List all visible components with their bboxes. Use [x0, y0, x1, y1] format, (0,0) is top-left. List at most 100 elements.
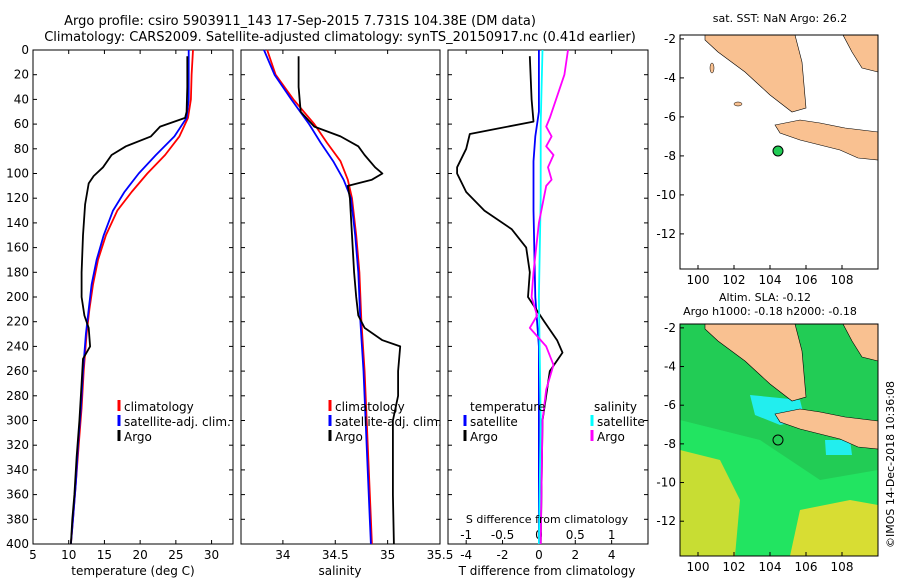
- title-line-1: Argo profile: csiro 5903911_143 17-Sep-2…: [64, 14, 536, 29]
- java-land: [774, 119, 879, 161]
- lon-tick-label: 108: [831, 273, 854, 287]
- lat-tick-label: -10: [656, 188, 676, 202]
- lon-tick-label: 100: [687, 273, 710, 287]
- salinity-axes-frame: [240, 49, 441, 545]
- depth-tick-label: 80: [14, 142, 29, 156]
- depth-tick-label: 380: [6, 512, 29, 526]
- x-tick-label: 25: [168, 548, 183, 562]
- island: [733, 101, 743, 107]
- legend-climatology: climatology: [124, 400, 194, 414]
- lat-tick-label: -8: [664, 437, 676, 451]
- series-climatology: [266, 49, 373, 545]
- lon-tick-label: 104: [759, 273, 782, 287]
- x-tick-label: 5: [29, 548, 37, 562]
- depth-tick-label: 300: [6, 414, 29, 428]
- legend-s-argo: Argo: [597, 430, 625, 444]
- sla-field-warm-west: [680, 450, 740, 556]
- sla-field-warm-east: [790, 500, 878, 556]
- temperature-axes-frame: [32, 49, 234, 545]
- x-tick-label: 30: [204, 548, 219, 562]
- sst-map-frame: [679, 34, 879, 270]
- depth-tick-label: 320: [6, 438, 29, 452]
- lon-tick-label: 106: [795, 273, 818, 287]
- legend-s-satellite: satellite: [597, 415, 645, 429]
- lat-tick-label: -8: [664, 149, 676, 163]
- x-tick-label: 34: [275, 548, 290, 562]
- temperature-xlabel: temperature (deg C): [71, 564, 194, 578]
- x-tick-label: 10: [61, 548, 76, 562]
- imos-watermark: ©IMOS 14-Dec-2018 10:36:08: [884, 381, 897, 548]
- depth-tick-label: 400: [6, 537, 29, 551]
- series-satellite-adj-clim-: [70, 50, 190, 545]
- x-tick-label: -4: [460, 548, 472, 562]
- sst-map: sat. SST: NaN Argo: 26.2 100 102 104 106 108…: [656, 12, 879, 287]
- depth-tick-label: 40: [14, 92, 29, 106]
- difference-legend: temperature satellite Argo salinity sate…: [463, 400, 645, 444]
- s-diff-tick-label: 0.5: [566, 528, 585, 542]
- temperature-legend: climatology satellite-adj. clim. Argo: [117, 400, 231, 444]
- depth-tick-label: 160: [6, 241, 29, 255]
- sla-map-frame: [679, 323, 879, 557]
- island: [709, 62, 715, 74]
- sla-map: Altim. SLA: -0.12 Argo h1000: -0.18 h200…: [656, 291, 879, 574]
- x-tick-label: -2: [497, 548, 509, 562]
- sla-argo-float-marker: [772, 434, 784, 446]
- depth-tick-label: 120: [6, 191, 29, 205]
- difference-panel: -4 -2 0 2 4 -1 -0.5 0 0.5 1 S difference from cl…: [447, 49, 649, 578]
- x-tick-label: 2: [571, 548, 579, 562]
- depth-tick-label: 180: [6, 265, 29, 279]
- x-tick-label: 0: [535, 548, 543, 562]
- x-tick-label: 15: [97, 548, 112, 562]
- lon-tick-label: 104: [759, 560, 782, 574]
- lon-tick-label: 106: [795, 560, 818, 574]
- depth-tick-label: 200: [6, 290, 29, 304]
- lat-tick-label: -2: [664, 32, 676, 46]
- lat-tick-label: -12: [656, 227, 676, 241]
- depth-tick-label: 100: [6, 167, 29, 181]
- sla-field-cyan-2: [825, 440, 852, 455]
- lon-tick-label: 108: [831, 560, 854, 574]
- lat-tick-label: -4: [664, 360, 676, 374]
- sumatra-land: [704, 323, 807, 402]
- legend-satellite-adj: satellite-adj. clim.: [124, 415, 231, 429]
- legend-t-satellite: satellite: [470, 415, 518, 429]
- temperature-panel: 0 20 40 60 80 100 120 140 160 180 200 220 240 260 280 3…: [6, 43, 234, 578]
- legend-temperature-title: temperature: [470, 400, 545, 414]
- lat-tick-label: -2: [664, 321, 676, 335]
- depth-tick-label: 360: [6, 488, 29, 502]
- s-diff-tick-label: 1: [608, 528, 616, 542]
- x-tick-label: 34.5: [322, 548, 349, 562]
- lon-tick-label: 102: [723, 560, 746, 574]
- legend-salinity-title: salinity: [594, 400, 637, 414]
- x-tick-label: 4: [608, 548, 616, 562]
- lon-tick-label: 102: [723, 273, 746, 287]
- salinity-xlabel: salinity: [318, 564, 361, 578]
- x-tick-label: 20: [133, 548, 148, 562]
- depth-tick-label: 220: [6, 315, 29, 329]
- depth-tick-label: 340: [6, 463, 29, 477]
- lat-tick-label: -12: [656, 514, 676, 528]
- legend-argo: Argo: [335, 430, 363, 444]
- sumatra-land: [704, 34, 807, 113]
- sst-argo-float-marker: [772, 145, 784, 157]
- series-satellite-adj-clim-: [263, 49, 372, 545]
- series-argo: [70, 56, 189, 545]
- legend-argo: Argo: [124, 430, 152, 444]
- lat-tick-label: -4: [664, 71, 676, 85]
- depth-tick-label: 0: [21, 43, 29, 57]
- lat-tick-label: -6: [664, 110, 676, 124]
- title-line-2: Climatology: CARS2009. Satellite-adjuste…: [44, 30, 636, 45]
- sla-map-title-1: Altim. SLA: -0.12: [719, 291, 811, 304]
- java-land: [774, 408, 879, 450]
- s-difference-xlabel: S difference from climatology: [466, 513, 629, 526]
- t-difference-xlabel: T difference from climatology: [458, 564, 636, 578]
- s-diff-tick-label: -0.5: [491, 528, 514, 542]
- series-argo: [297, 56, 402, 545]
- series-t-argo: [456, 56, 564, 545]
- depth-tick-label: 260: [6, 364, 29, 378]
- salinity-panel: 34 34.5 35 35.5 salinity climatology satell…: [240, 49, 453, 578]
- depth-tick-label: 280: [6, 389, 29, 403]
- series-s-argo: [528, 49, 569, 545]
- sst-map-title: sat. SST: NaN Argo: 26.2: [713, 12, 847, 25]
